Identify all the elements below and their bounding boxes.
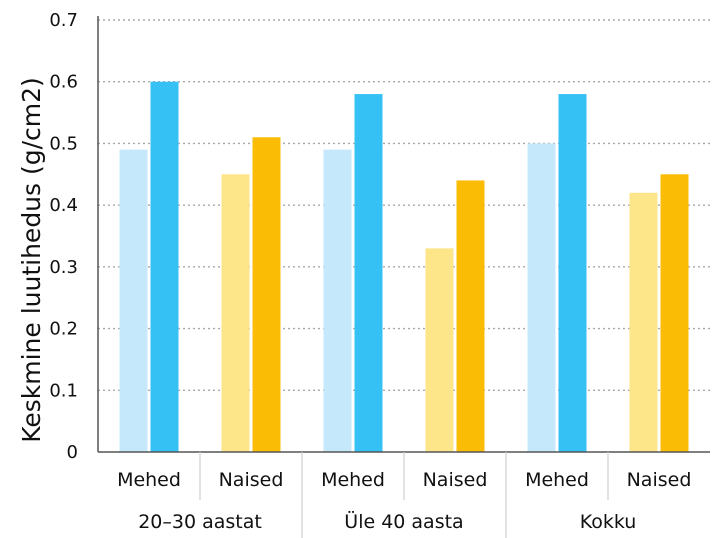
- x-group-label: Kokku: [580, 511, 637, 533]
- bars: [119, 81, 689, 453]
- y-tick-label: 0: [67, 442, 78, 463]
- x-group-label: Üle 40 aasta: [344, 510, 463, 533]
- bar-naised-2-1: [660, 174, 689, 453]
- bar-mehed-0-0: [119, 149, 148, 452]
- y-axis-label: Keskmine luutihedus (g/cm2): [17, 77, 46, 443]
- gridlines: [98, 19, 710, 391]
- y-tick-label: 0.5: [49, 133, 78, 154]
- x-group-label: 20–30 aastat: [138, 511, 262, 533]
- bar-mehed-2-0: [527, 143, 556, 452]
- y-tick-label: 0.1: [49, 380, 78, 401]
- x-subcategory-label: Naised: [219, 469, 284, 491]
- x-subcategory-label: Naised: [627, 469, 692, 491]
- bar-naised-2-0: [629, 192, 658, 453]
- y-tick-label: 0.2: [49, 319, 78, 340]
- x-subcategory-label: Mehed: [525, 469, 589, 491]
- x-subcategory-label: Mehed: [117, 469, 181, 491]
- y-tick-label: 0.6: [49, 72, 78, 93]
- bar-mehed-2-1: [558, 94, 587, 453]
- y-tick-label: 0.3: [49, 257, 78, 278]
- y-tick-label: 0.7: [49, 10, 78, 31]
- bar-naised-1-0: [425, 248, 454, 452]
- bar-naised-1-1: [456, 180, 485, 452]
- bar-mehed-1-1: [354, 94, 383, 453]
- x-subcategory-label: Naised: [423, 469, 488, 491]
- x-axis: Mehed Naised Mehed Naised Mehed Naised 20–30 a…: [97, 16, 710, 538]
- bar-mehed-0-1: [150, 81, 179, 452]
- y-tick-label: 0.4: [49, 195, 78, 216]
- bar-naised-0-0: [221, 174, 250, 453]
- x-subcategory-label: Mehed: [321, 469, 385, 491]
- bar-mehed-1-0: [323, 149, 352, 452]
- y-tick-labels: 0 0.1 0.2 0.3 0.4 0.5 0.6 0.7: [49, 10, 78, 463]
- bar-naised-0-1: [252, 137, 281, 452]
